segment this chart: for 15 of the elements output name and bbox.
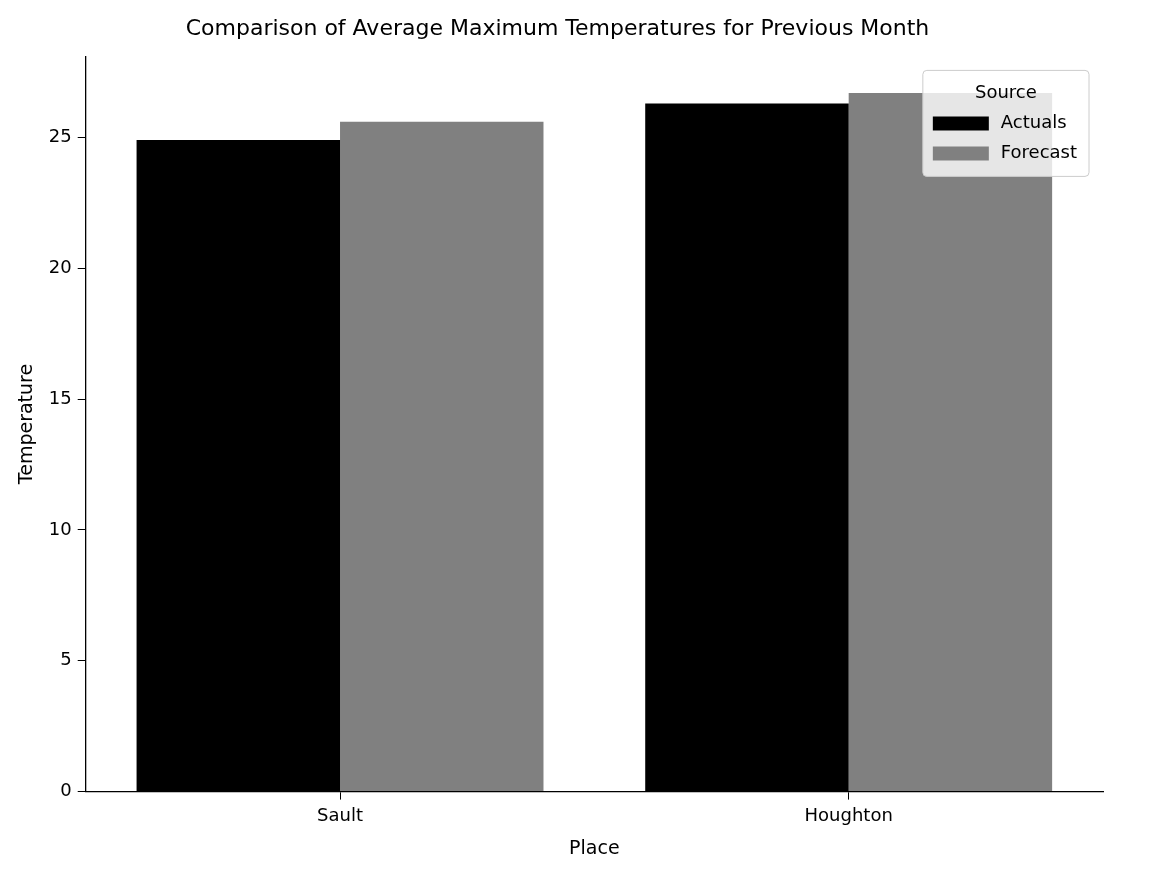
legend-label: Forecast: [1000, 141, 1078, 163]
y-tick-label: 5: [60, 648, 72, 670]
x-axis-title: Place: [569, 835, 620, 858]
bar: [340, 121, 544, 792]
x-tick-label: Sault: [317, 804, 363, 826]
legend-label: Actuals: [1000, 111, 1067, 133]
y-tick-label: 10: [48, 517, 72, 539]
chart-title: Comparison of Average Maximum Temperatures for Previous Month: [185, 14, 930, 40]
y-tick-label: 20: [48, 256, 72, 277]
y-tick-label: 15: [48, 386, 72, 408]
y-tick-label: 25: [48, 125, 72, 147]
x-tick-label: Houghton: [804, 804, 893, 826]
legend-title: Source: [975, 81, 1037, 103]
y-axis-title: Temperature: [14, 363, 37, 486]
y-tick-label: 0: [60, 779, 72, 801]
